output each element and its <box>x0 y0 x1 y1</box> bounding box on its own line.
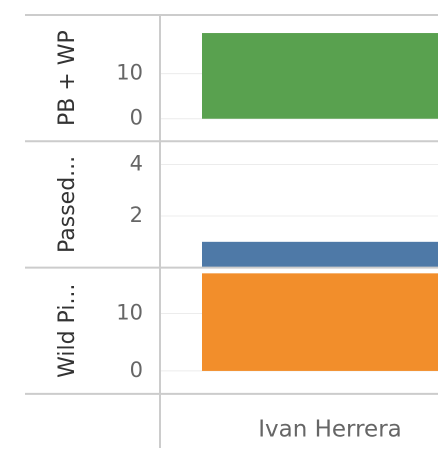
y-axis-label: Passed... <box>55 156 80 253</box>
bar <box>202 33 438 119</box>
y-tick-label: 0 <box>130 358 143 382</box>
y-tick-label: 4 <box>130 151 143 175</box>
y-tick-label: 10 <box>116 301 143 325</box>
bar <box>202 241 438 268</box>
bar <box>202 273 438 371</box>
y-axis-label: Wild Pi... <box>55 284 80 378</box>
y-axis-label: PB + WP <box>55 30 80 126</box>
x-tick-label: Ivan Herrera <box>258 417 402 443</box>
y-tick-label: 0 <box>130 106 143 130</box>
y-tick-label: 2 <box>130 203 143 227</box>
y-tick-label: 10 <box>116 61 143 85</box>
